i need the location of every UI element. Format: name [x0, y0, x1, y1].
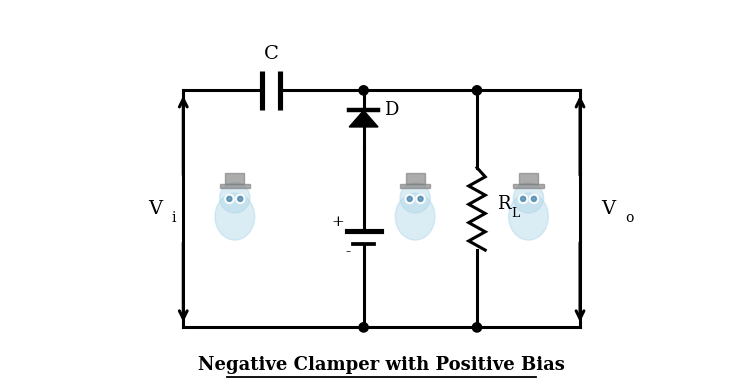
Circle shape	[227, 196, 232, 201]
FancyBboxPatch shape	[400, 185, 430, 188]
Text: D: D	[384, 102, 398, 120]
Circle shape	[224, 194, 234, 203]
FancyBboxPatch shape	[519, 173, 538, 185]
Polygon shape	[349, 111, 378, 127]
Text: +: +	[331, 216, 344, 229]
Circle shape	[532, 196, 536, 201]
FancyBboxPatch shape	[406, 173, 425, 185]
Circle shape	[236, 194, 245, 203]
Circle shape	[529, 194, 538, 203]
Text: L: L	[511, 207, 520, 220]
Text: R: R	[496, 195, 510, 213]
Circle shape	[472, 86, 482, 95]
Circle shape	[405, 194, 414, 203]
Ellipse shape	[215, 193, 255, 240]
Text: o: o	[625, 211, 633, 225]
Text: C: C	[264, 45, 279, 63]
Circle shape	[407, 196, 412, 201]
Circle shape	[514, 183, 544, 213]
Circle shape	[238, 196, 242, 201]
Circle shape	[472, 323, 482, 332]
Circle shape	[400, 183, 430, 213]
Text: i: i	[172, 211, 176, 225]
Circle shape	[359, 86, 368, 95]
Circle shape	[220, 183, 250, 213]
Circle shape	[416, 194, 425, 203]
Ellipse shape	[509, 193, 548, 240]
Circle shape	[418, 196, 423, 201]
FancyBboxPatch shape	[514, 185, 544, 188]
FancyBboxPatch shape	[220, 185, 250, 188]
Circle shape	[520, 196, 526, 201]
Text: -: -	[346, 245, 351, 259]
FancyBboxPatch shape	[225, 173, 244, 185]
Circle shape	[518, 194, 528, 203]
Text: V: V	[148, 200, 162, 218]
Text: V: V	[602, 200, 615, 218]
Ellipse shape	[395, 193, 435, 240]
Circle shape	[359, 323, 368, 332]
Text: Negative Clamper with Positive Bias: Negative Clamper with Positive Bias	[198, 356, 565, 374]
